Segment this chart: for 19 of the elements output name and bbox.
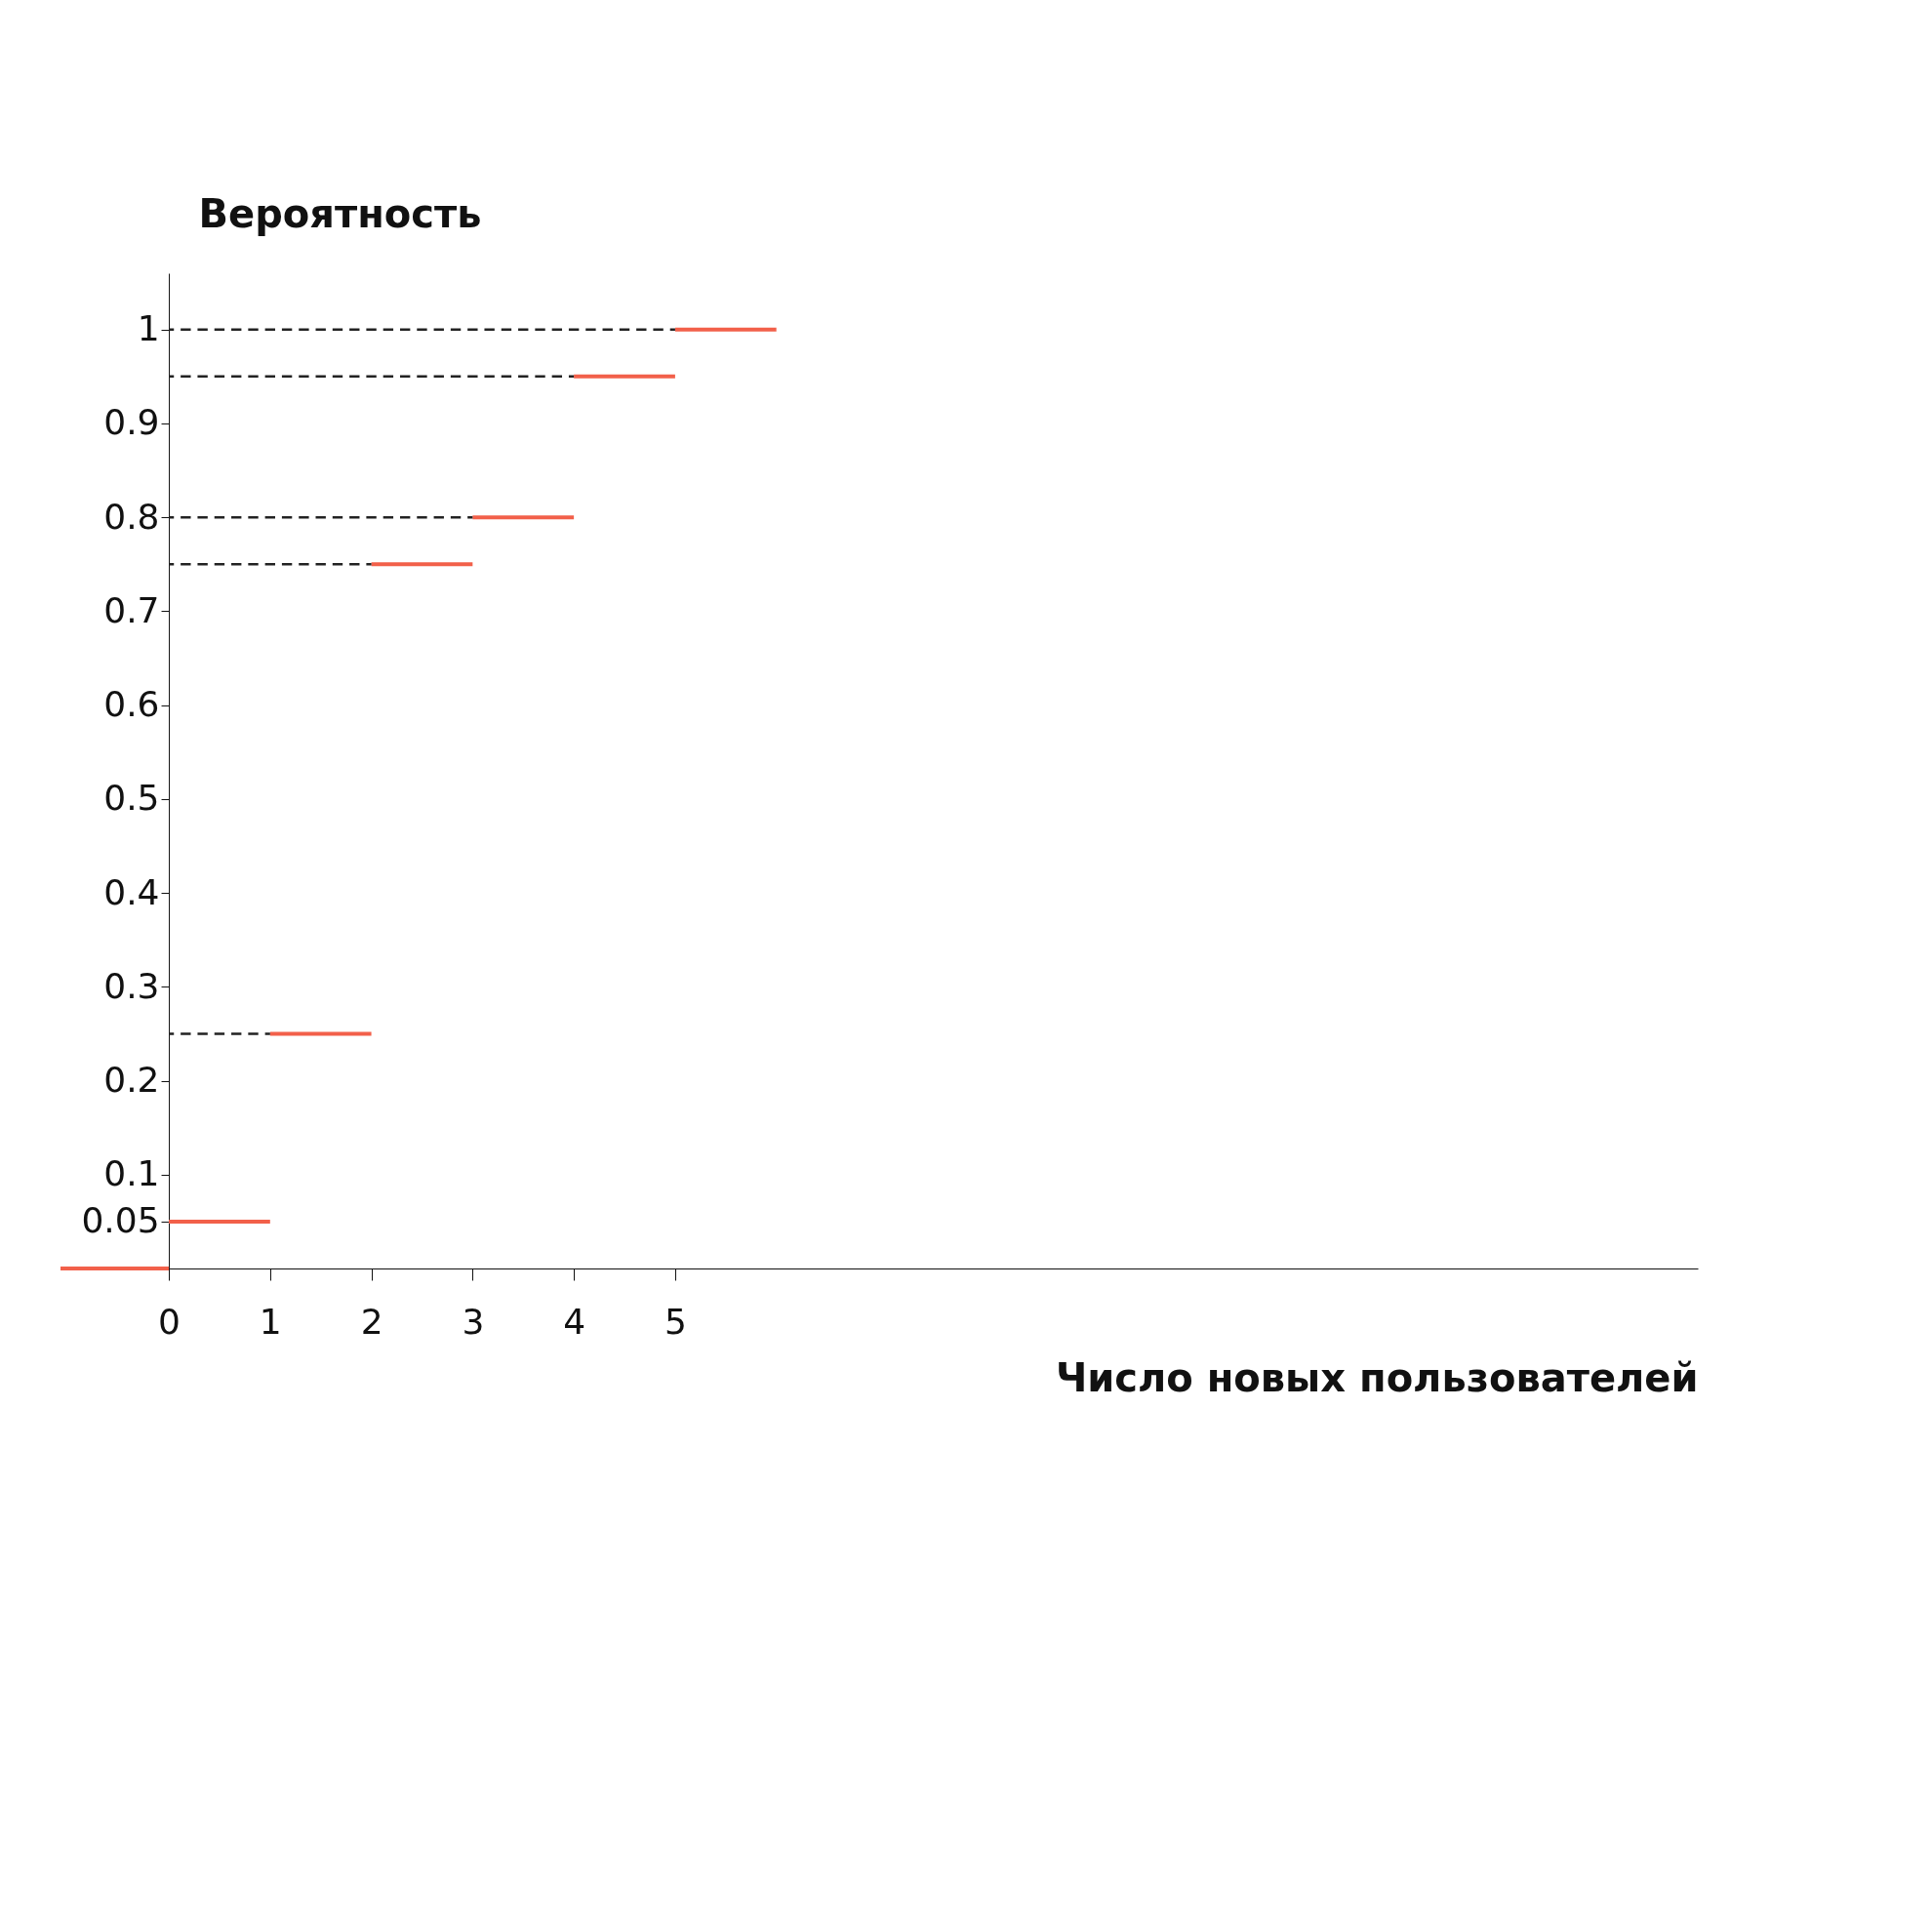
x-tick-label: 1 <box>259 1301 282 1342</box>
y-tick-label: 0.5 <box>103 778 160 819</box>
y-tick-label: 0.9 <box>103 402 160 443</box>
x-axis-title: Число новых пользователей <box>1055 1354 1699 1400</box>
y-tick-label: 0.2 <box>103 1060 160 1101</box>
x-tick-label: 5 <box>664 1301 687 1342</box>
y-tick-label: 0.1 <box>103 1153 160 1194</box>
y-tick-label: 0.3 <box>103 965 160 1006</box>
x-tick-label: 3 <box>462 1301 485 1342</box>
y-tick-label: 0.8 <box>103 496 160 537</box>
x-tick-label: 2 <box>360 1301 383 1342</box>
x-tick-label: 0 <box>158 1301 181 1342</box>
y-tick-label: 0.6 <box>103 684 160 725</box>
y-tick-label: 0.05 <box>81 1200 160 1241</box>
y-tick-label: 0.4 <box>103 871 160 912</box>
y-axis-title: Вероятность <box>198 190 482 236</box>
y-tick-label: 0.7 <box>103 589 160 630</box>
y-tick-label: 1 <box>137 308 160 349</box>
x-tick-label: 4 <box>563 1301 586 1342</box>
